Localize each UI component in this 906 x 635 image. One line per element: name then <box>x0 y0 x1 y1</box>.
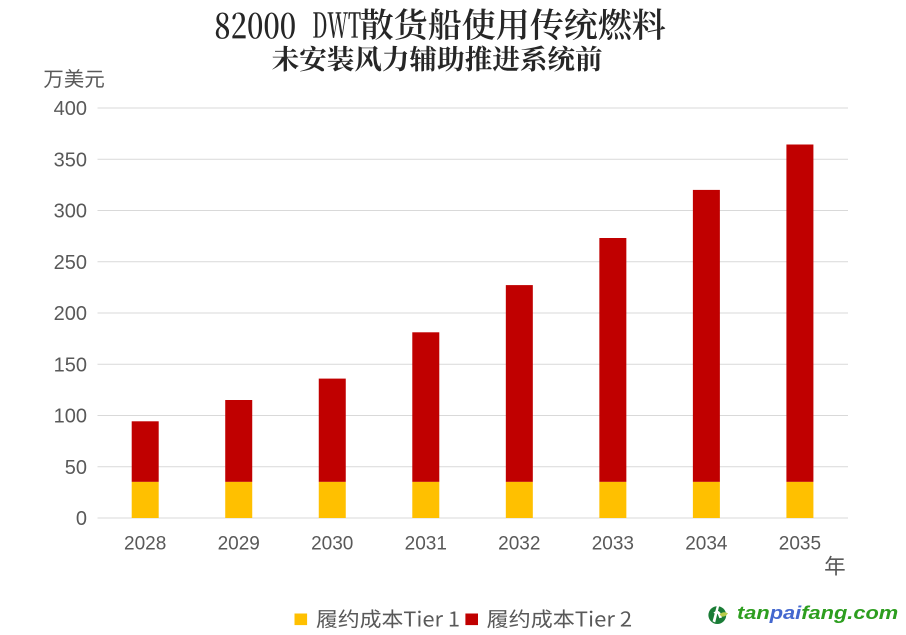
svg-text:0: 0 <box>76 508 87 530</box>
svg-text:2035: 2035 <box>779 534 821 555</box>
svg-text:50: 50 <box>65 457 87 479</box>
svg-text:250: 250 <box>54 252 87 274</box>
svg-text:tanpaifang.com: tanpaifang.com <box>737 603 898 623</box>
svg-text:100: 100 <box>54 406 87 428</box>
svg-text:150: 150 <box>54 354 87 376</box>
svg-text:2032: 2032 <box>498 534 540 555</box>
svg-text:2034: 2034 <box>685 534 728 555</box>
svg-text:400: 400 <box>54 98 87 120</box>
svg-text:300: 300 <box>54 201 87 223</box>
svg-text:2033: 2033 <box>592 534 634 555</box>
svg-text:200: 200 <box>54 303 87 325</box>
svg-text:2031: 2031 <box>405 534 447 555</box>
svg-text:2028: 2028 <box>124 534 166 555</box>
svg-text:350: 350 <box>54 149 87 171</box>
svg-text:2030: 2030 <box>311 534 353 555</box>
svg-text:2029: 2029 <box>218 534 260 555</box>
